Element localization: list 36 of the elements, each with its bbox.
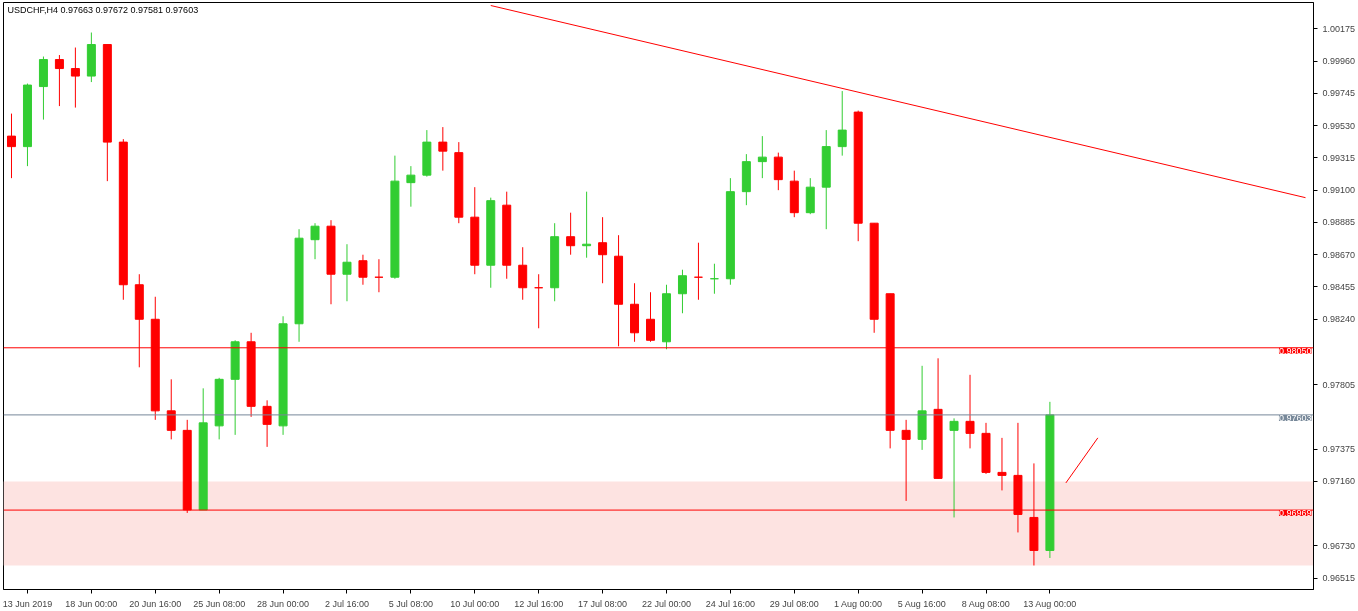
ref-line-label: 0.98050	[1278, 345, 1312, 356]
y-tick-label: 0.99315	[1322, 152, 1356, 163]
x-tick-label: 5 Aug 16:00	[897, 598, 946, 609]
x-tick-label: 22 Jul 00:00	[641, 598, 692, 609]
y-tick-label: 0.98240	[1322, 314, 1356, 325]
y-tick-label: 0.99530	[1322, 120, 1356, 131]
x-tick-label: 13 Aug 00:00	[1023, 598, 1077, 609]
y-tick-label: 1.00175	[1322, 23, 1356, 34]
y-tick-label: 0.97375	[1322, 444, 1356, 455]
x-tick-label: 10 Jul 00:00	[450, 598, 500, 609]
y-tick-label: 0.99100	[1322, 185, 1356, 196]
y-tick-label: 0.99960	[1322, 56, 1356, 67]
x-tick-label: 17 Jul 08:00	[578, 598, 628, 609]
y-tick-label: 0.98885	[1322, 217, 1356, 228]
x-tick-label: 29 Jul 08:00	[769, 598, 819, 609]
y-tick-label: 0.97805	[1322, 379, 1356, 390]
y-tick-label: 0.96515	[1322, 573, 1356, 584]
x-tick-label: 28 Jun 00:00	[257, 598, 310, 609]
y-tick-label: 0.97160	[1322, 476, 1356, 487]
x-tick-label: 2 Jul 16:00	[324, 598, 370, 609]
x-tick-label: 24 Jul 16:00	[705, 598, 755, 609]
x-tick-label: 12 Jul 16:00	[514, 598, 564, 609]
x-tick-label: 1 Aug 00:00	[833, 598, 882, 609]
ref-line-label: 0.97603	[1278, 412, 1312, 423]
ref-line-label: 0.96969	[1278, 508, 1312, 519]
y-tick-label: 0.99745	[1322, 88, 1356, 99]
chart-title: USDCHF,H4 0.97663 0.97672 0.97581 0.97603	[7, 4, 199, 15]
y-tick-label: 0.98670	[1322, 249, 1356, 260]
x-tick-label: 8 Aug 08:00	[961, 598, 1010, 609]
x-tick-label: 25 Jun 08:00	[193, 598, 246, 609]
x-tick-label: 5 Jul 08:00	[388, 598, 433, 609]
x-tick-label: 13 Jun 2019	[2, 598, 53, 609]
y-tick-label: 0.98455	[1322, 281, 1356, 292]
x-tick-label: 18 Jun 00:00	[65, 598, 118, 609]
x-tick-label: 20 Jun 16:00	[129, 598, 182, 609]
y-tick-label: 0.96730	[1322, 540, 1356, 551]
